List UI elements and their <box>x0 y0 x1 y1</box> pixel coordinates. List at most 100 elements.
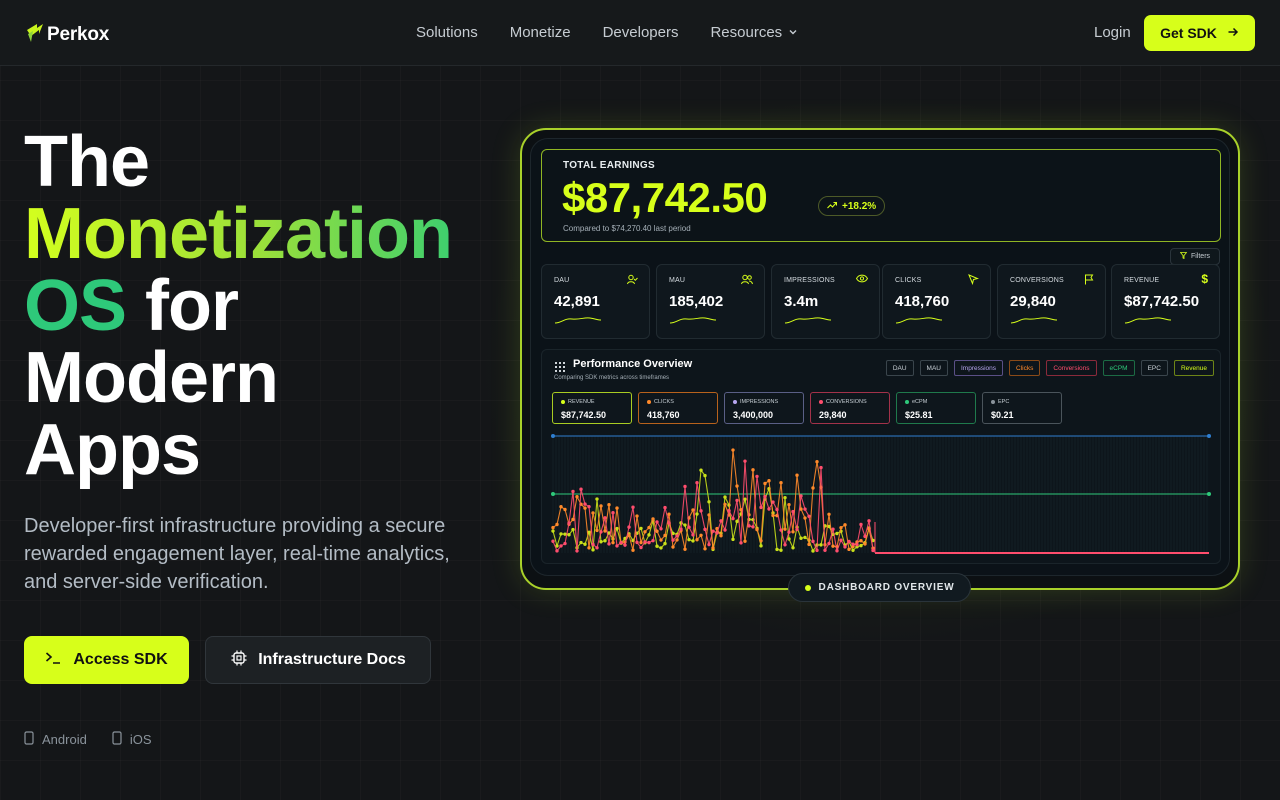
chart-point <box>763 494 767 499</box>
series-dot <box>991 400 995 404</box>
series-toggle-impressions[interactable]: Impressions <box>954 360 1004 376</box>
total-earnings-card: TOTAL EARNINGS $87,742.50 +18.2% Compare… <box>541 149 1221 242</box>
get-sdk-button[interactable]: Get SDK <box>1144 15 1255 51</box>
mini-stat-revenue: REVENUE $87,742.50 <box>552 392 632 424</box>
chart-point <box>843 545 847 549</box>
login-link[interactable]: Login <box>1094 24 1131 41</box>
chart-point <box>567 533 571 537</box>
metric-card-revenue: REVENUE $ $87,742.50 <box>1111 264 1220 339</box>
chart-point <box>735 519 739 524</box>
chart-point <box>551 529 555 533</box>
nav-link-monetize[interactable]: Monetize <box>509 24 571 41</box>
chart-point <box>735 484 739 488</box>
brand-name: Perkox <box>47 23 110 45</box>
chart-point <box>667 521 671 525</box>
series-toggle-revenue[interactable]: Revenue <box>1173 360 1214 376</box>
phone-icon <box>112 731 122 748</box>
chart-point <box>683 523 687 527</box>
metric-value: 418,760 <box>895 293 950 310</box>
chart-point <box>815 460 819 464</box>
chart-point <box>555 544 559 548</box>
chart-point <box>699 468 703 472</box>
chart-point <box>647 540 651 545</box>
series-toggle-mau[interactable]: MAU <box>919 360 948 376</box>
chart-point <box>615 544 619 548</box>
chart-point <box>811 539 815 544</box>
chart-point <box>743 539 747 543</box>
chart-point <box>691 533 695 537</box>
chart-point <box>559 532 563 536</box>
chart-point <box>775 547 779 552</box>
cursor-icon <box>968 274 980 288</box>
chart-point <box>791 530 795 534</box>
mini-stat-value: 418,760 <box>647 410 680 420</box>
chart-point <box>783 495 787 500</box>
chart-point <box>803 535 807 540</box>
chart-point <box>779 528 783 532</box>
hero-title-line: The <box>24 122 150 202</box>
chart-point <box>711 529 715 533</box>
mini-stat-label: CONVERSIONS <box>819 399 867 405</box>
nav-link-resources[interactable]: Resources <box>710 24 798 41</box>
chart-point <box>695 481 699 485</box>
chart-point <box>635 514 639 518</box>
mini-stat-value: 29,840 <box>819 410 847 420</box>
series-toggle-ecpm[interactable]: eCPM <box>1102 360 1135 376</box>
series-dot <box>819 400 823 404</box>
chart-point <box>563 532 567 536</box>
chart-point <box>691 508 695 512</box>
top-navbar: Perkox Solutions Monetize Developers Res… <box>0 0 1280 66</box>
total-earnings-value: $87,742.50 <box>562 174 768 221</box>
chart-point <box>799 494 803 498</box>
access-sdk-button[interactable]: Access SDK <box>24 636 189 684</box>
chart-point <box>851 542 855 546</box>
filters-button[interactable]: Filters <box>1170 248 1220 265</box>
series-toggle-clicks[interactable]: Clicks <box>1009 360 1041 376</box>
hero-subtitle: Developer-first infrastructure providing… <box>24 515 450 593</box>
chart-point <box>731 537 735 542</box>
chart-point <box>591 542 595 547</box>
chart-point <box>727 509 731 513</box>
series-toggle-dau[interactable]: DAU <box>885 360 914 376</box>
performance-overview-panel: Performance Overview Comparing SDK metri… <box>541 349 1221 564</box>
chart-point <box>839 525 843 530</box>
dashboard-overview-label: DASHBOARD OVERVIEW <box>818 582 955 593</box>
chart-point <box>607 503 611 507</box>
chart-point <box>859 539 863 543</box>
series-dot <box>647 400 651 404</box>
earnings-change-value: +18.2% <box>842 200 877 212</box>
chart-point <box>567 521 571 525</box>
chart-point <box>863 534 867 539</box>
chart-point <box>859 543 863 548</box>
chart-point <box>599 530 603 534</box>
nav-link-solutions[interactable]: Solutions <box>416 24 478 41</box>
nav-link-developers[interactable]: Developers <box>602 24 679 41</box>
chart-point <box>659 527 663 531</box>
series-toggle-conversions[interactable]: Conversions <box>1046 360 1097 376</box>
chart-point <box>739 508 743 512</box>
mini-stat-clicks: CLICKS 418,760 <box>638 392 718 424</box>
platform-ios: iOS <box>112 731 151 748</box>
mini-stat-impressions: IMPRESSIONS 3,400,000 <box>724 392 804 424</box>
performance-chart <box>551 434 1211 554</box>
chart-point <box>639 545 643 550</box>
chart-point <box>611 511 615 515</box>
brand-logo[interactable]: Perkox <box>25 20 109 49</box>
metric-card-conversions: CONVERSIONS 29,840 <box>997 264 1106 339</box>
dashboard-screen: TOTAL EARNINGS $87,742.50 +18.2% Compare… <box>530 138 1230 576</box>
logo-mark-icon <box>25 20 45 49</box>
mini-stat-label: EPC <box>991 399 1009 405</box>
infrastructure-docs-button[interactable]: Infrastructure Docs <box>205 636 431 684</box>
chart-reference-point <box>1207 434 1211 438</box>
chart-point <box>595 528 599 533</box>
hero-title-line: Modern <box>24 338 279 418</box>
chart-reference-point <box>1207 492 1211 496</box>
chart-point <box>871 548 875 553</box>
metric-label: CLICKS <box>895 277 922 284</box>
mini-stat-value: $87,742.50 <box>561 410 607 420</box>
chart-point <box>851 548 855 552</box>
series-toggle-epc[interactable]: EPC <box>1140 360 1168 376</box>
chart-point <box>731 448 735 452</box>
chart-point <box>747 524 751 528</box>
chart-point <box>719 519 723 523</box>
